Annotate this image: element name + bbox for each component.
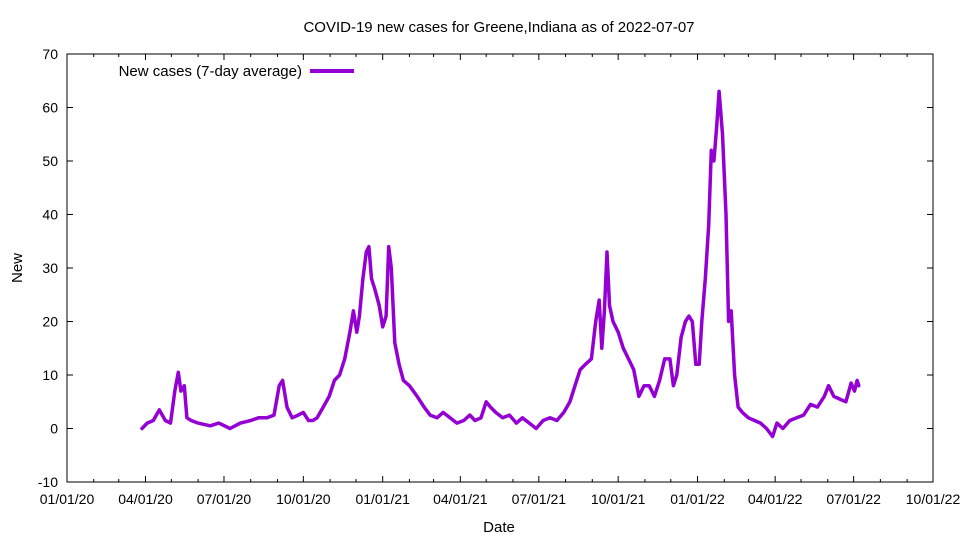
plot-frame (66, 53, 934, 483)
x-axis-title: Date (483, 519, 515, 536)
x-tick-label: 10/01/22 (906, 491, 960, 507)
y-tick-label: 60 (42, 100, 58, 116)
y-tick-label: 30 (42, 260, 58, 276)
series-line (140, 89, 861, 439)
x-tick-label: 01/01/21 (355, 491, 410, 507)
chart-title: COVID-19 new cases for Greene,Indiana as… (303, 19, 694, 36)
y-axis-title: New (9, 253, 26, 283)
x-tick-label: 07/01/20 (197, 491, 252, 507)
y-tick-label: 50 (42, 153, 58, 169)
y-tick-label: 20 (42, 314, 58, 330)
x-tick-label: 01/01/20 (40, 491, 95, 507)
y-tick-label: 40 (42, 207, 58, 223)
legend-label: New cases (7-day average) (119, 63, 302, 80)
series-group (140, 89, 861, 439)
y-tick-label: 10 (42, 367, 58, 383)
legend: New cases (7-day average) (119, 63, 354, 80)
x-tick-label: 04/01/22 (748, 491, 803, 507)
x-axis: 01/01/20 04/01/20 07/01/20 10/01/20 01/01/21… (40, 54, 960, 507)
y-axis: -10 0 10 20 30 40 50 60 70 (38, 46, 933, 490)
x-tick-label: 04/01/21 (433, 491, 488, 507)
x-tick-label: 07/01/21 (512, 491, 567, 507)
x-tick-label: 07/01/22 (826, 491, 881, 507)
x-tick-label: 10/01/21 (591, 491, 646, 507)
y-tick-label: -10 (38, 474, 58, 490)
x-tick-label: 04/01/20 (118, 491, 173, 507)
y-tick-label: 0 (50, 421, 58, 437)
y-tick-label: 70 (42, 46, 58, 62)
x-tick-label: 10/01/20 (276, 491, 331, 507)
x-tick-label: 01/01/22 (670, 491, 725, 507)
